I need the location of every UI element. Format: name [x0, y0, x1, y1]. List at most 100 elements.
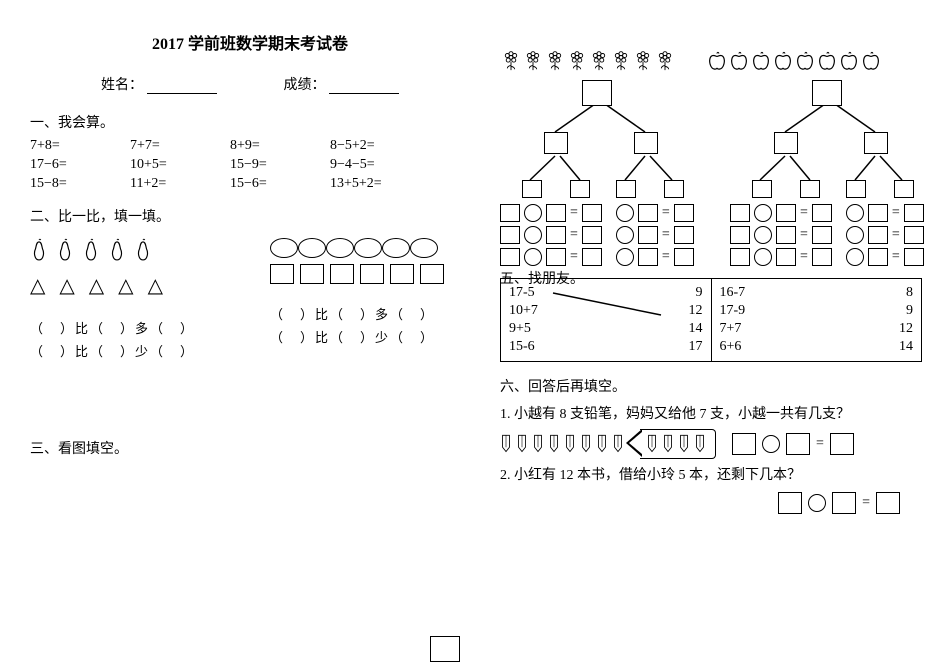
answer-box[interactable]: [546, 204, 566, 222]
answer-box[interactable]: [868, 248, 888, 266]
friend-row[interactable]: 16-78: [720, 285, 914, 301]
triangles-row: △△△△△: [30, 273, 230, 298]
answer-box[interactable]: [674, 204, 694, 222]
name-blank[interactable]: [147, 79, 217, 94]
math-row-1: 7+8= 7+7= 8+9= 8−5+2=: [30, 138, 470, 154]
op-circle[interactable]: [808, 494, 826, 512]
friend-row[interactable]: 6+614: [720, 339, 914, 355]
answer-box[interactable]: [776, 248, 796, 266]
equation-row: = =: [500, 226, 694, 244]
answer-box[interactable]: [430, 636, 460, 662]
equals: =: [662, 227, 670, 243]
compare-less-left: （ ）比（ ）少（ ）: [30, 341, 230, 360]
answer-box[interactable]: [868, 204, 888, 222]
section-3-heading: 三、看图填空。: [30, 438, 470, 458]
op-circle[interactable]: [754, 248, 772, 266]
answer-box[interactable]: [730, 248, 750, 266]
answer-box[interactable]: [582, 226, 602, 244]
op-circle[interactable]: [524, 226, 542, 244]
answer-box[interactable]: [570, 180, 590, 198]
square-icon: [270, 264, 294, 284]
answer-box[interactable]: [904, 248, 924, 266]
op-circle[interactable]: [524, 248, 542, 266]
op-circle[interactable]: [846, 248, 864, 266]
op-circle[interactable]: [754, 204, 772, 222]
answer-box[interactable]: [500, 226, 520, 244]
triangle-icon: △: [30, 273, 45, 298]
answer-box[interactable]: [616, 180, 636, 198]
flower-icon: [610, 50, 632, 72]
oval-icon: [326, 238, 354, 258]
answer-box[interactable]: [638, 248, 658, 266]
flower-icon: [522, 50, 544, 72]
answer-box[interactable]: [582, 80, 612, 106]
apple-icon: [860, 50, 882, 72]
answer-box[interactable]: [664, 180, 684, 198]
answer-box[interactable]: [582, 204, 602, 222]
equals: =: [862, 495, 870, 511]
answer-box[interactable]: [800, 180, 820, 198]
answer-box[interactable]: [832, 492, 856, 514]
answer-box[interactable]: [778, 492, 802, 514]
op-circle[interactable]: [616, 248, 634, 266]
answer-box[interactable]: [638, 204, 658, 222]
answer-box[interactable]: [904, 204, 924, 222]
apple-icon: [838, 50, 860, 72]
answer-box[interactable]: [812, 204, 832, 222]
apple-icon: [728, 50, 750, 72]
op-circle[interactable]: [846, 226, 864, 244]
problem: 15−8=: [30, 176, 130, 192]
answer-box[interactable]: [830, 433, 854, 455]
op-circle[interactable]: [616, 204, 634, 222]
problem: 11+2=: [130, 176, 230, 192]
op-circle[interactable]: [616, 226, 634, 244]
op-circle[interactable]: [846, 204, 864, 222]
answer-box[interactable]: [674, 226, 694, 244]
answer-box[interactable]: [730, 204, 750, 222]
answer-box[interactable]: [634, 132, 658, 154]
answer-box[interactable]: [786, 433, 810, 455]
fruit-icons-row: [500, 50, 930, 72]
answer-box[interactable]: [868, 226, 888, 244]
answer-box[interactable]: [894, 180, 914, 198]
answer-box[interactable]: [774, 132, 798, 154]
pear-icon: [134, 238, 152, 262]
answer-box[interactable]: [876, 492, 900, 514]
answer-box[interactable]: [544, 132, 568, 154]
answer-box[interactable]: [812, 80, 842, 106]
friend-row[interactable]: 7+712: [720, 321, 914, 337]
equals: =: [800, 249, 808, 265]
answer-box[interactable]: [904, 226, 924, 244]
friend-expr: 17-9: [720, 303, 746, 319]
answer-box[interactable]: [846, 180, 866, 198]
op-circle[interactable]: [754, 226, 772, 244]
problem: 7+8=: [30, 138, 130, 154]
answer-box[interactable]: [864, 132, 888, 154]
answer-box[interactable]: [732, 433, 756, 455]
op-circle[interactable]: [762, 435, 780, 453]
answer-box[interactable]: [674, 248, 694, 266]
answer-box[interactable]: [582, 248, 602, 266]
friend-row[interactable]: 17-99: [720, 303, 914, 319]
section-2-compare: △△△△△ （ ）比（ ）多（ ） （ ）比（ ）少（ ） （ ）比（ ）多（ …: [30, 232, 470, 364]
answer-box[interactable]: [730, 226, 750, 244]
score-blank[interactable]: [329, 79, 399, 94]
answer-box[interactable]: [812, 248, 832, 266]
answer-box[interactable]: [546, 226, 566, 244]
number-bond-trees: = = =: [500, 76, 930, 276]
answer-box[interactable]: [500, 248, 520, 266]
answer-box[interactable]: [776, 226, 796, 244]
answer-box[interactable]: [522, 180, 542, 198]
apple-icon: [750, 50, 772, 72]
flower-icon: [632, 50, 654, 72]
answer-box[interactable]: [500, 204, 520, 222]
answer-box[interactable]: [546, 248, 566, 266]
answer-box[interactable]: [776, 204, 796, 222]
op-circle[interactable]: [524, 204, 542, 222]
section-1-heading: 一、我会算。: [30, 112, 470, 132]
answer-box[interactable]: [638, 226, 658, 244]
equals: =: [800, 227, 808, 243]
pencil-icon: [500, 433, 514, 455]
answer-box[interactable]: [752, 180, 772, 198]
answer-box[interactable]: [812, 226, 832, 244]
